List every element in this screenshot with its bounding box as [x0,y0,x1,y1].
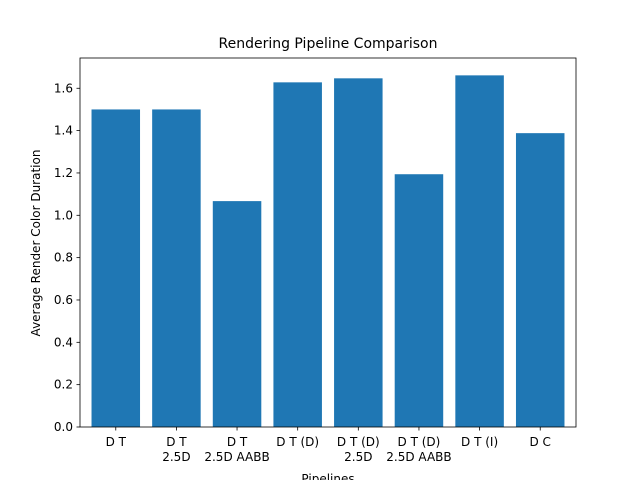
x-tick-label: D T 2.5D [162,435,190,464]
x-tick-label: D T [106,435,127,449]
y-tick-label: 0.2 [54,378,73,392]
y-tick-label: 0.0 [54,420,73,434]
x-tick-label: D T (D) 2.5D AABB [386,435,451,464]
y-tick-label: 0.4 [54,335,73,349]
x-tick-label: D C [530,435,551,449]
bar [91,109,141,427]
plot-frame [79,57,577,428]
bar [152,109,201,427]
x-tick-label: D T (D) 2.5D [337,435,380,464]
y-tick-label: 0.6 [54,293,73,307]
x-tick-label: D T (D) [276,435,319,449]
y-tick-label: 1.4 [54,124,73,138]
bar [455,75,504,427]
bar [273,82,322,428]
chart-title: Rendering Pipeline Comparison [218,36,437,52]
bar [334,78,383,427]
x-tick-label: D T (I) [461,435,498,449]
bar [212,201,262,427]
y-tick-label: 0.8 [54,251,73,265]
x-axis-label: Pipelines [301,472,354,480]
bar [515,133,565,427]
x-tick-label: D T 2.5D AABB [204,435,269,464]
y-tick-label: 1.0 [54,208,73,222]
y-axis-label: Average Render Color Duration [29,150,43,337]
bar [394,174,444,427]
y-tick-label: 1.6 [54,81,73,95]
y-tick-label: 1.2 [54,166,73,180]
